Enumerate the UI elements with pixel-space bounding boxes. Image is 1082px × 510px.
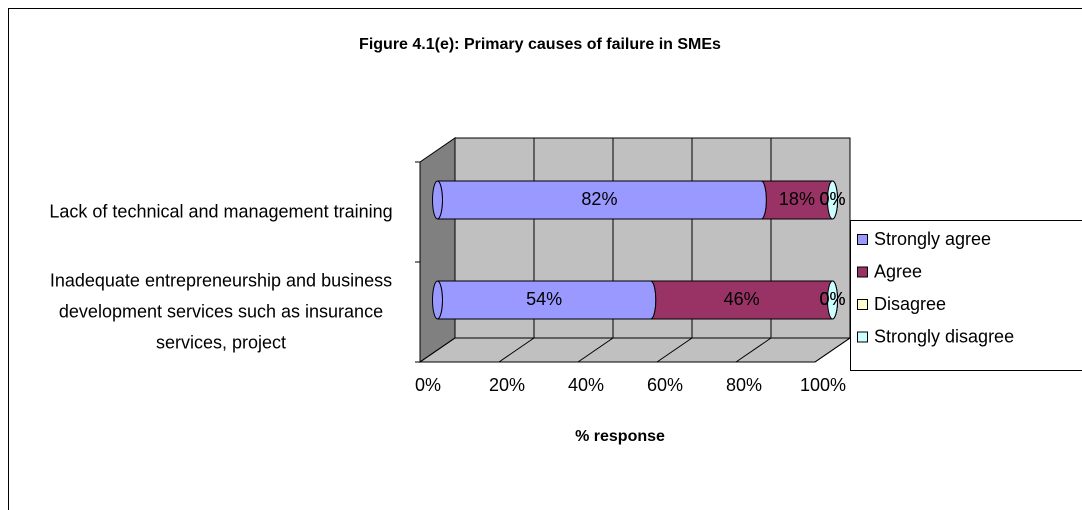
y-tick-label: Lack of technical and management trainin… bbox=[49, 201, 393, 222]
floor-grid-line bbox=[498, 337, 535, 363]
data-label: 82% bbox=[581, 189, 617, 209]
floor-grid-line bbox=[419, 337, 456, 363]
data-label: 46% bbox=[724, 289, 760, 309]
x-tick-label: 100% bbox=[800, 375, 846, 395]
bar-cap bbox=[827, 180, 838, 220]
floor-grid-line bbox=[735, 337, 772, 363]
legend-label: Disagree bbox=[874, 294, 946, 314]
x-tick-label: 60% bbox=[647, 375, 683, 395]
data-label: 54% bbox=[526, 289, 562, 309]
x-tick-label: 0% bbox=[415, 375, 441, 395]
floor bbox=[418, 337, 852, 363]
data-label: 18% bbox=[779, 189, 815, 209]
x-tick-label: 40% bbox=[568, 375, 604, 395]
legend-swatch bbox=[857, 299, 868, 310]
chart-title: Figure 4.1(e): Primary causes of failure… bbox=[359, 36, 721, 53]
legend-box bbox=[850, 220, 1082, 371]
floor-grid-line bbox=[814, 337, 851, 363]
floor-grid-line bbox=[656, 337, 693, 363]
side-wall bbox=[419, 137, 456, 363]
legend-label: Strongly disagree bbox=[874, 326, 1014, 346]
x-axis-title: % response bbox=[575, 428, 665, 445]
data-label: 0% bbox=[819, 289, 845, 309]
data-label: 0% bbox=[819, 189, 845, 209]
floor-grid-line bbox=[577, 337, 614, 363]
x-tick-label: 20% bbox=[489, 375, 525, 395]
legend-label: Strongly agree bbox=[874, 229, 991, 249]
x-tick-label: 80% bbox=[726, 375, 762, 395]
legend-swatch bbox=[857, 331, 868, 343]
legend-swatch bbox=[857, 266, 868, 278]
data-label: 0% bbox=[819, 189, 845, 209]
bar-cap bbox=[827, 280, 838, 320]
y-tick-label: Inadequate entrepreneurship and business… bbox=[49, 270, 393, 353]
legend-label: Agree bbox=[874, 261, 922, 281]
chart-border bbox=[8, 8, 1082, 510]
legend-swatch bbox=[857, 234, 868, 245]
data-label: 0% bbox=[819, 289, 845, 309]
